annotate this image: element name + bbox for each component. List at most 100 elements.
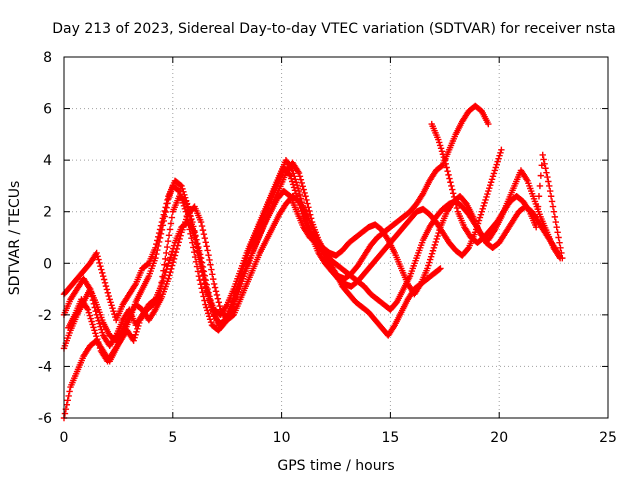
data-point-marker [288, 175, 295, 182]
y-tick-label: 6 [43, 102, 52, 118]
data-point-marker [107, 299, 114, 306]
grid-layer [64, 57, 608, 418]
data-point-marker [203, 243, 210, 250]
data-point-marker [288, 178, 296, 185]
data-point-marker [86, 285, 94, 293]
y-tick-label: 0 [43, 256, 52, 272]
data-point-marker [494, 158, 501, 165]
data-point-marker [287, 172, 294, 179]
x-tick-label: 10 [273, 430, 291, 446]
data-point-marker [88, 318, 95, 325]
data-point-marker [161, 207, 168, 215]
data-point-marker [96, 344, 104, 352]
data-point-marker [188, 215, 195, 223]
data-point-marker [158, 218, 166, 226]
data-point-marker [101, 279, 109, 287]
data-point-marker [205, 291, 212, 299]
data-point-marker [556, 239, 563, 246]
data-point-marker [110, 307, 117, 315]
data-point-marker [235, 277, 243, 285]
data-point-marker [546, 187, 554, 195]
data-point-marker [93, 311, 100, 319]
data-point-marker [297, 176, 305, 183]
data-point-marker [492, 164, 499, 171]
data-point-marker [482, 196, 489, 204]
data-point-marker [486, 184, 493, 192]
data-point-marker [436, 265, 443, 273]
data-point-marker [100, 276, 108, 283]
data-point-marker [209, 271, 216, 278]
data-point-marker [547, 193, 555, 200]
data-point-marker [152, 244, 159, 252]
data-point-marker [188, 235, 195, 242]
data-point-marker [157, 285, 164, 292]
data-point-marker [201, 276, 208, 283]
data-point-marker [289, 181, 297, 188]
data-point-marker [204, 307, 211, 314]
data-point-marker [533, 213, 541, 221]
data-point-marker [97, 323, 104, 330]
data-point-marker [169, 258, 177, 266]
y-tick-label: -6 [38, 411, 52, 427]
data-point-marker [204, 247, 211, 254]
data-point-marker [199, 289, 206, 296]
data-point-marker [555, 234, 562, 241]
data-point-marker [205, 310, 212, 317]
x-tick-label: 15 [381, 430, 399, 446]
data-point-marker [96, 320, 103, 327]
data-point-marker [428, 250, 436, 257]
data-point-marker [202, 239, 209, 246]
data-point-marker [487, 179, 495, 186]
data-point-marker [296, 201, 303, 209]
data-point-marker [234, 280, 242, 288]
data-point-marker [493, 161, 500, 168]
data-point-marker [133, 328, 140, 336]
data-point-marker [194, 268, 202, 275]
data-point-marker [447, 179, 454, 186]
data-point-marker [451, 197, 459, 204]
data-point-marker [168, 248, 176, 255]
data-point-marker [208, 266, 215, 273]
data-point-marker [425, 262, 432, 269]
data-point-marker [228, 301, 235, 308]
data-point-marker [203, 304, 210, 311]
data-point-marker [152, 254, 159, 262]
data-point-marker [542, 165, 549, 172]
data-point-marker [478, 208, 485, 215]
data-point-marker [92, 307, 99, 315]
data-point-marker [203, 284, 210, 291]
data-layer [60, 102, 566, 422]
data-point-marker [197, 218, 205, 226]
data-point-marker [168, 251, 175, 258]
data-point-marker [103, 286, 111, 293]
data-point-marker [207, 261, 214, 268]
series-track-6 [428, 120, 566, 262]
data-point-marker [549, 203, 557, 210]
data-point-marker [496, 152, 503, 159]
data-point-marker [205, 251, 212, 259]
data-point-marker [91, 304, 98, 311]
data-point-marker [307, 215, 315, 222]
data-point-marker [295, 169, 303, 177]
data-point-marker [167, 220, 175, 227]
data-point-marker [233, 286, 240, 294]
data-point-marker [163, 249, 170, 257]
y-tick-label: -4 [38, 359, 52, 375]
data-point-marker [303, 196, 310, 204]
data-point-marker [436, 139, 443, 146]
data-point-marker [475, 217, 483, 224]
data-point-marker [166, 226, 174, 233]
data-point-marker [214, 295, 222, 302]
chart-title: Day 213 of 2023, Sidereal Day-to-day VTE… [52, 21, 615, 37]
data-point-marker [545, 178, 552, 185]
data-point-marker [94, 253, 101, 260]
data-point-marker [95, 256, 102, 263]
data-point-marker [291, 187, 299, 194]
data-point-marker [434, 232, 441, 240]
data-point-marker [552, 218, 559, 226]
data-point-marker [435, 136, 442, 143]
data-point-marker [554, 229, 561, 236]
data-point-marker [558, 249, 565, 257]
data-point-marker [544, 173, 551, 181]
data-point-marker [481, 199, 488, 207]
